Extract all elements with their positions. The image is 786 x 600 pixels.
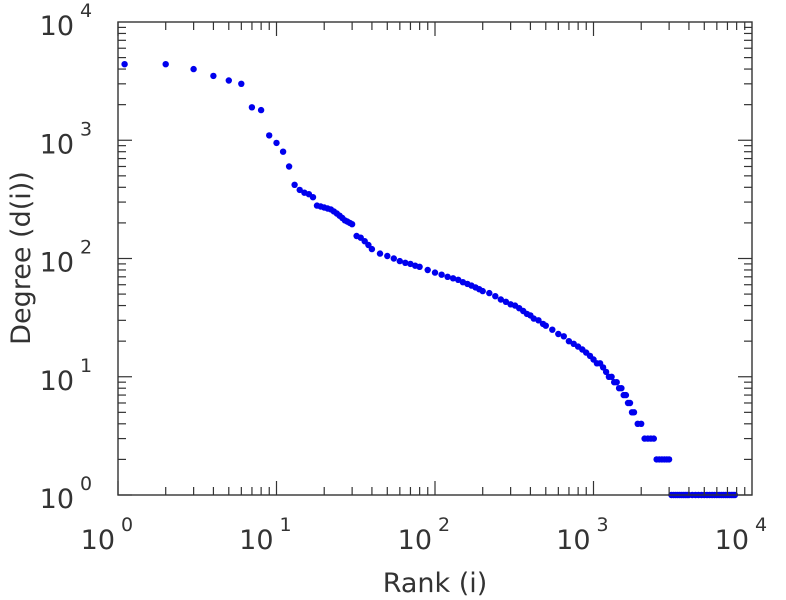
data-point bbox=[479, 287, 486, 295]
data-point bbox=[368, 245, 376, 253]
data-point bbox=[121, 60, 128, 68]
data-point bbox=[424, 266, 431, 274]
y-tick-label-base: 10 bbox=[40, 366, 74, 397]
y-tick-label-base: 10 bbox=[40, 484, 74, 515]
data-point bbox=[438, 271, 445, 278]
x-tick-label: 10 3 bbox=[556, 514, 608, 556]
data-point bbox=[291, 181, 298, 188]
data-point bbox=[416, 263, 423, 270]
data-point bbox=[273, 139, 280, 147]
y-tick-label-exponent: 3 bbox=[80, 118, 92, 140]
data-point bbox=[444, 273, 451, 280]
data-point bbox=[608, 373, 615, 380]
data-point bbox=[238, 80, 245, 88]
data-point bbox=[599, 364, 607, 371]
x-tick-label-base: 10 bbox=[398, 525, 432, 556]
data-point bbox=[396, 257, 403, 265]
x-tick-label-base: 10 bbox=[715, 525, 749, 556]
y-tick-label-exponent: 2 bbox=[80, 237, 92, 259]
data-points bbox=[121, 60, 739, 499]
data-point bbox=[630, 409, 638, 416]
x-tick-label-base: 10 bbox=[81, 525, 115, 556]
data-point bbox=[622, 391, 630, 399]
data-point bbox=[248, 104, 256, 111]
data-point bbox=[638, 420, 645, 427]
x-tick-label: 10 2 bbox=[398, 514, 450, 556]
data-point bbox=[560, 333, 567, 340]
data-point bbox=[190, 65, 197, 73]
y-tick-label-exponent: 1 bbox=[80, 355, 92, 377]
data-point bbox=[257, 106, 265, 114]
plot-frame bbox=[117, 21, 753, 496]
x-tick-label-base: 10 bbox=[239, 525, 273, 556]
tick-marks bbox=[117, 22, 752, 496]
y-tick-label: 10 0 bbox=[40, 473, 92, 515]
data-point bbox=[431, 269, 439, 276]
data-point bbox=[384, 252, 391, 260]
y-tick-label: 10 3 bbox=[40, 118, 92, 160]
data-point bbox=[279, 148, 287, 155]
data-point bbox=[602, 368, 610, 376]
data-point bbox=[626, 399, 634, 407]
y-tick-label: 10 2 bbox=[40, 237, 92, 279]
x-tick-label-exponent: 2 bbox=[438, 514, 450, 536]
y-tick-label: 10 1 bbox=[40, 355, 92, 397]
x-tick-label: 10 4 bbox=[715, 514, 767, 556]
x-tick-label-exponent: 3 bbox=[597, 514, 609, 536]
data-point bbox=[535, 317, 542, 324]
y-tick-label-base: 10 bbox=[40, 129, 74, 160]
data-point bbox=[390, 255, 397, 262]
data-point bbox=[455, 276, 462, 283]
x-tick-label: 10 0 bbox=[81, 514, 133, 556]
y-tick-label-exponent: 4 bbox=[80, 0, 92, 22]
y-tick-label: 10 4 bbox=[40, 0, 92, 42]
data-point bbox=[309, 194, 317, 201]
data-point bbox=[296, 186, 303, 194]
data-point bbox=[162, 60, 169, 68]
data-point bbox=[376, 250, 384, 257]
x-tick-label-base: 10 bbox=[556, 525, 590, 556]
x-tick-label-exponent: 0 bbox=[121, 514, 133, 536]
x-tick-label-exponent: 4 bbox=[755, 514, 767, 536]
x-axis-title: Rank (i) bbox=[383, 568, 488, 599]
x-tick-label: 10 1 bbox=[239, 514, 291, 556]
data-point bbox=[542, 322, 549, 329]
data-point bbox=[502, 298, 510, 305]
y-tick-label-exponent: 0 bbox=[80, 473, 92, 495]
data-point bbox=[549, 326, 556, 333]
data-point bbox=[497, 296, 504, 303]
data-point bbox=[449, 275, 457, 282]
data-point bbox=[285, 163, 293, 170]
data-point bbox=[665, 456, 673, 463]
data-point bbox=[555, 330, 562, 338]
y-axis-title: Degree (d(i)) bbox=[6, 171, 37, 345]
y-tick-label-base: 10 bbox=[40, 248, 74, 279]
data-point bbox=[348, 221, 356, 228]
y-tick-label-base: 10 bbox=[40, 11, 74, 42]
data-point bbox=[486, 289, 493, 297]
data-point bbox=[492, 293, 499, 300]
data-point bbox=[618, 385, 625, 392]
data-point bbox=[402, 259, 409, 266]
data-point bbox=[613, 379, 620, 386]
data-point bbox=[266, 132, 273, 139]
data-point bbox=[225, 77, 232, 84]
data-point bbox=[407, 260, 414, 268]
data-point bbox=[650, 435, 657, 442]
x-tick-label-exponent: 1 bbox=[280, 514, 292, 536]
data-point bbox=[210, 72, 217, 80]
tick-labels: 10 0 10 1 10 2 10 3 10 4 10 0 10 1 10 2 10 3 10 4 bbox=[40, 0, 767, 556]
data-point bbox=[565, 338, 573, 345]
